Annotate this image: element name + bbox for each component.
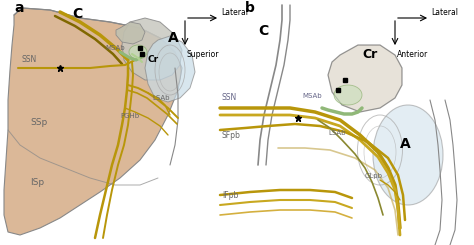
Text: SSN: SSN xyxy=(22,55,37,64)
Text: Superior: Superior xyxy=(187,50,219,59)
Text: Cr: Cr xyxy=(148,55,159,64)
Ellipse shape xyxy=(334,85,362,105)
Text: ISp: ISp xyxy=(30,178,44,187)
Text: C: C xyxy=(72,7,82,21)
Text: A: A xyxy=(400,137,411,151)
Text: A: A xyxy=(168,31,179,45)
Text: C: C xyxy=(258,24,268,38)
Text: SSN: SSN xyxy=(222,93,237,102)
Text: Cr: Cr xyxy=(362,48,377,61)
Text: LSAb: LSAb xyxy=(328,130,346,136)
Polygon shape xyxy=(328,45,402,112)
Text: Anterior: Anterior xyxy=(397,50,428,59)
Text: Lateral: Lateral xyxy=(221,8,248,17)
Text: GLpb: GLpb xyxy=(365,173,383,179)
Text: b: b xyxy=(245,1,255,15)
Polygon shape xyxy=(122,18,182,80)
Text: PGHb: PGHb xyxy=(120,113,139,119)
Polygon shape xyxy=(145,36,195,102)
Text: SSp: SSp xyxy=(30,118,47,127)
Text: a: a xyxy=(14,1,24,15)
Text: LSAb: LSAb xyxy=(152,95,170,101)
Polygon shape xyxy=(116,22,145,44)
Text: SFpb: SFpb xyxy=(222,131,241,140)
Text: Lateral: Lateral xyxy=(431,8,458,17)
Polygon shape xyxy=(4,8,182,235)
Text: MSAb: MSAb xyxy=(302,93,322,99)
Ellipse shape xyxy=(373,105,443,205)
Text: IFpb: IFpb xyxy=(222,191,238,200)
Text: MSAb: MSAb xyxy=(105,45,125,51)
Ellipse shape xyxy=(129,45,147,59)
